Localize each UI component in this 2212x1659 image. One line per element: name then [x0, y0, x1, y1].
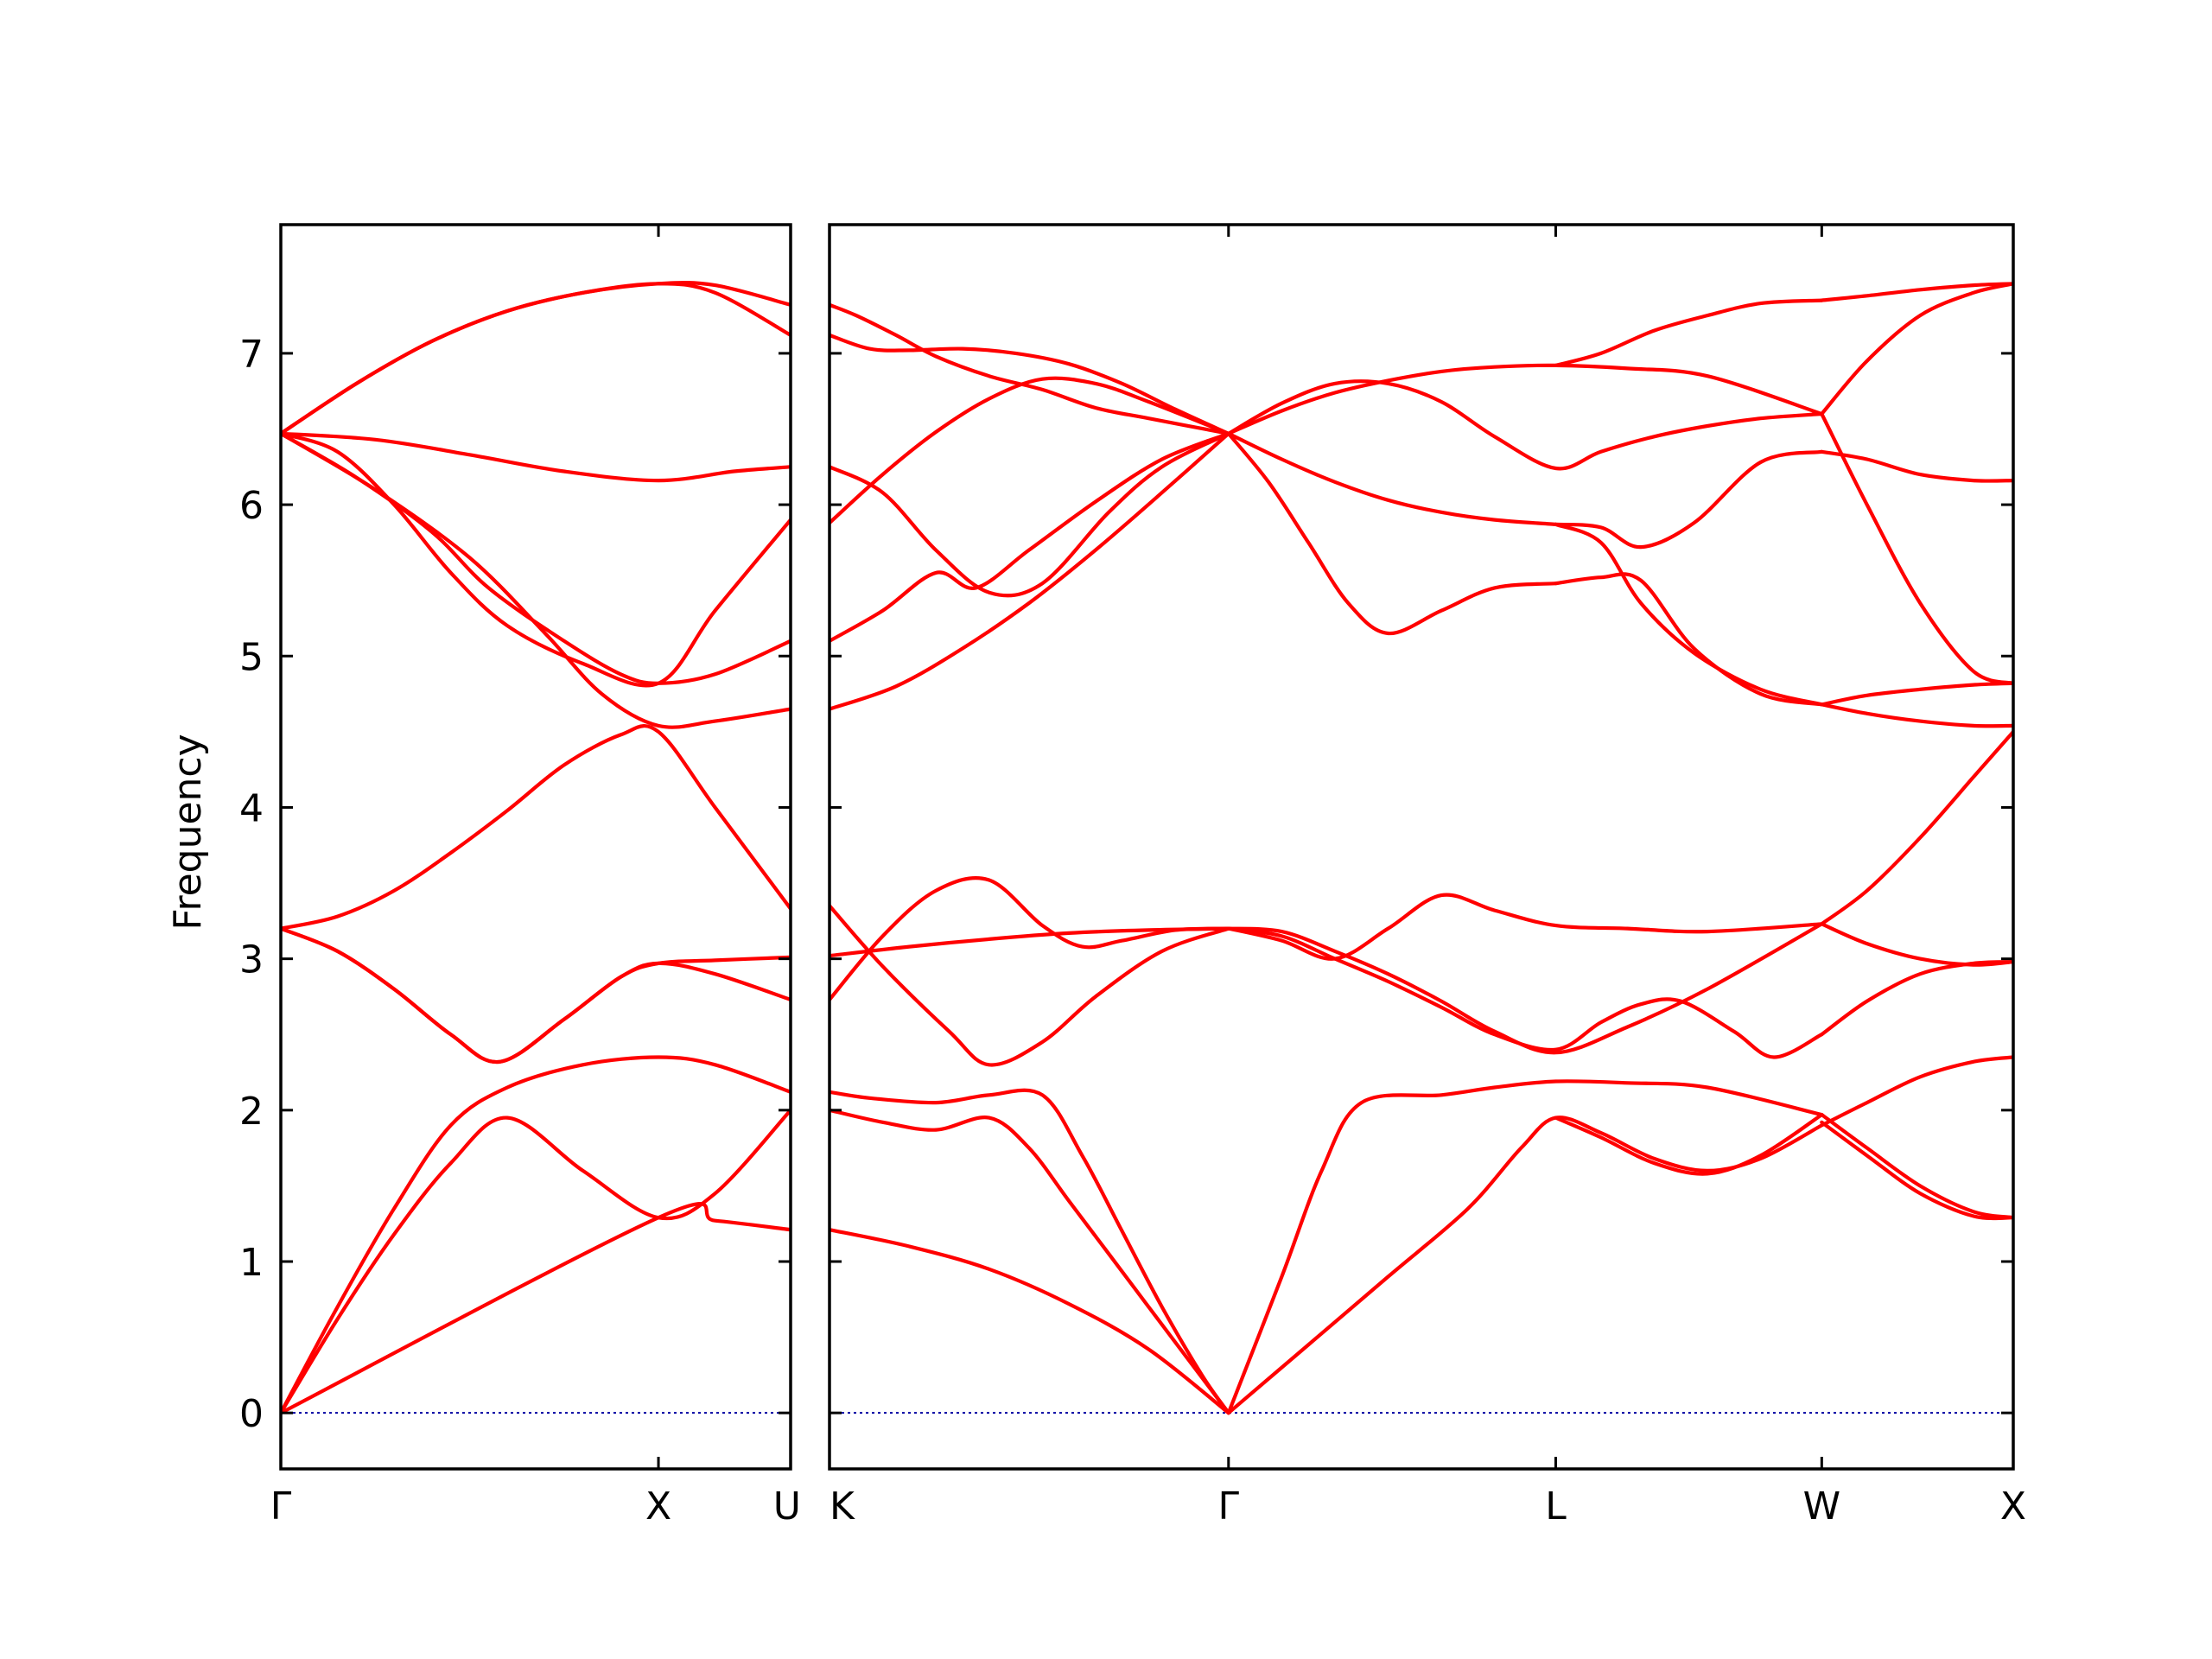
x-tick-label: X — [2000, 1484, 2026, 1529]
panel-1-frame — [279, 223, 792, 1471]
phonon-band-16 — [1226, 926, 1824, 1059]
phonon-band-2 — [281, 1055, 791, 1415]
phonon-band-24 — [830, 302, 1230, 435]
phonon-band-31 — [1554, 522, 1824, 707]
phonon-band-9 — [1820, 1113, 2013, 1220]
phonon-band-17 — [1820, 960, 2013, 1037]
x-tick-label: K — [830, 1484, 855, 1529]
phonon-band-23 — [830, 376, 1230, 525]
phonon-band-12 — [281, 282, 791, 435]
y-tick-label: 4 — [239, 786, 264, 830]
phonon-band-9 — [281, 431, 791, 685]
phonon-band-37 — [1820, 282, 2013, 302]
panel-1: 0 1 2 3 4 5 6 7 Γ X U — [239, 223, 801, 1529]
y-tick-label: 2 — [239, 1090, 264, 1134]
y-tick-label: 7 — [239, 333, 264, 377]
phonon-band-6 — [1226, 1116, 1824, 1415]
phonon-band-1 — [281, 1108, 791, 1415]
phonon-band-19 — [1820, 729, 2013, 926]
phonon-band-13 — [281, 281, 791, 435]
phonon-band-4 — [281, 1202, 791, 1415]
chart-panels: 0 1 2 3 4 5 6 7 Γ X U K Γ L W X — [239, 223, 2026, 1529]
phonon-band-34 — [1820, 449, 2013, 483]
phonon-band-36 — [1820, 282, 2013, 416]
phonon-band-14 — [1226, 893, 1824, 961]
phonon-band-7 — [281, 724, 791, 931]
phonon-band-11 — [830, 926, 1230, 958]
phonon-band-32 — [1554, 572, 1824, 707]
y-axis-label: Frequency — [166, 734, 210, 930]
x-tick-label: W — [1803, 1484, 1841, 1529]
phonon-band-12 — [830, 876, 1230, 1001]
y-tick-label: 3 — [239, 938, 264, 982]
phonon-band-18 — [1820, 922, 2013, 967]
x-tick-label: X — [645, 1484, 671, 1529]
phonon-band-26 — [1226, 363, 1824, 435]
phonon-band-29 — [1226, 431, 1558, 636]
phonon-band-8 — [1820, 1055, 2013, 1128]
phonon-band-21 — [830, 431, 1230, 643]
x-tick-label: L — [1545, 1484, 1567, 1529]
phonon-band-25 — [830, 333, 1230, 435]
x-tick-label: Γ — [1218, 1484, 1240, 1529]
phonon-band-39 — [1820, 702, 2013, 728]
x-tick-label: U — [773, 1484, 801, 1529]
phonon-band-4 — [830, 1088, 1230, 1415]
phonon-band-38 — [1820, 681, 2013, 707]
phonon-band-10 — [281, 431, 791, 688]
phonon-band-10 — [1820, 1120, 2013, 1221]
phonon-band-22 — [830, 431, 1230, 598]
phonon-band-15 — [1226, 922, 1824, 1055]
y-tick-label: 1 — [239, 1241, 264, 1285]
phonon-band-20 — [830, 431, 1230, 711]
phonon-band-6 — [281, 926, 791, 1065]
phonon-band-7 — [1554, 1113, 1824, 1176]
panel-1-bands — [281, 281, 791, 1415]
y-tick-label: 6 — [239, 484, 264, 528]
panel-2-bands — [830, 282, 2013, 1415]
phonon-band-28 — [1226, 431, 1558, 526]
phonon-band-13 — [830, 904, 1230, 1067]
y-tick-label: 5 — [239, 635, 264, 679]
panel-2-frame — [828, 223, 2015, 1471]
y-tick-label: 0 — [239, 1392, 264, 1436]
phonon-band-30 — [1554, 449, 1824, 550]
phonon-band-11 — [281, 431, 791, 483]
phonon-band-35 — [1820, 411, 2013, 685]
phonon-band-5 — [1226, 1079, 1824, 1415]
x-tick-label: Γ — [270, 1484, 292, 1529]
phonon-band-27 — [1226, 379, 1824, 471]
phonon-band-2 — [830, 1228, 1230, 1415]
phonon-band-33 — [1554, 298, 1824, 367]
phonon-band-3 — [830, 1108, 1230, 1415]
